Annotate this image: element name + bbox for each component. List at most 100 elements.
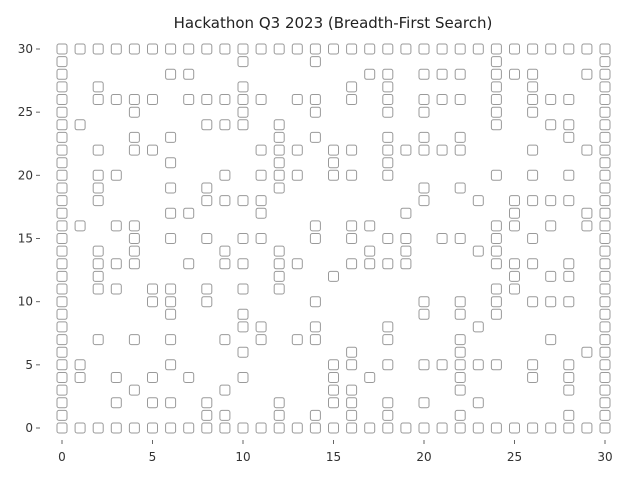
maze-wall-cell <box>309 43 321 55</box>
maze-wall-cell <box>527 258 539 270</box>
maze-wall-cell <box>346 169 358 181</box>
maze-wall-cell <box>255 144 267 156</box>
y-tick-label: 20 <box>18 168 33 182</box>
maze-wall-cell <box>110 283 122 295</box>
maze-wall-cell <box>454 131 466 143</box>
maze-wall-cell <box>382 359 394 371</box>
maze-wall-cell <box>56 68 68 80</box>
maze-wall-cell <box>147 422 158 434</box>
maze-wall-cell <box>128 144 140 156</box>
maze-wall-cell <box>165 334 177 346</box>
maze-wall-cell <box>382 144 394 156</box>
maze-wall-cell <box>56 258 68 270</box>
maze-wall-cell <box>364 220 376 232</box>
maze-wall-cell <box>273 245 285 257</box>
maze-wall-cell <box>563 409 575 421</box>
maze-wall-cell <box>56 296 68 308</box>
maze-wall-cell <box>418 43 430 55</box>
maze-wall-cell <box>418 359 430 371</box>
maze-wall-cell <box>128 334 140 346</box>
maze-wall-cell <box>382 321 394 333</box>
maze-wall-cell <box>599 422 611 434</box>
maze-wall-cell <box>418 144 430 156</box>
maze-wall-cell <box>472 397 484 409</box>
maze-wall-cell <box>128 384 140 396</box>
x-tick-label: 20 <box>416 450 431 464</box>
maze-wall-cell <box>56 220 68 232</box>
maze-wall-cell <box>545 43 557 55</box>
maze-wall-cell <box>346 144 358 156</box>
maze-wall-cell <box>165 207 177 219</box>
maze-wall-cell <box>454 409 466 421</box>
maze-wall-cell <box>527 94 539 105</box>
maze-wall-cell <box>92 283 104 295</box>
maze-wall-cell <box>165 131 177 143</box>
maze-wall-cell <box>527 144 539 156</box>
maze-wall-cell <box>237 346 249 358</box>
maze-wall-cell <box>128 245 140 257</box>
maze-wall-cell <box>490 258 502 270</box>
maze-wall-cell <box>291 43 303 55</box>
maze-wall-cell <box>490 43 502 55</box>
maze-wall-cell <box>563 372 575 383</box>
maze-wall-cell <box>56 182 68 194</box>
maze-wall-cell <box>56 81 68 93</box>
maze-wall-cell <box>128 106 140 118</box>
maze-wall-cell <box>364 68 376 80</box>
maze-wall-cell <box>599 81 611 93</box>
maze-wall-cell <box>454 43 466 55</box>
maze-wall-cell <box>472 321 484 333</box>
maze-wall-cell <box>74 220 86 232</box>
maze-wall-cell <box>291 422 303 434</box>
maze-wall-cell <box>346 422 358 434</box>
maze-wall-cell <box>273 131 285 143</box>
maze-wall-cell <box>418 94 430 105</box>
maze-wall-cell <box>599 207 611 219</box>
maze-wall-cell <box>454 233 466 244</box>
x-tick-label: 0 <box>58 450 66 464</box>
maze-wall-cell <box>237 106 249 118</box>
maze-wall-cell <box>201 182 213 194</box>
maze-wall-cell <box>599 233 611 244</box>
maze-wall-cell <box>183 207 195 219</box>
maze-wall-cell <box>147 372 158 383</box>
maze-wall-cell <box>382 409 394 421</box>
maze-wall-cell <box>599 296 611 308</box>
maze-wall-cell <box>56 157 68 169</box>
maze-wall-cell <box>599 220 611 232</box>
maze-wall-cell <box>219 169 231 181</box>
maze-wall-cell <box>509 220 520 232</box>
maze-wall-cell <box>490 68 502 80</box>
maze-wall-cell <box>273 169 285 181</box>
maze-wall-cell <box>436 94 448 105</box>
maze-wall-cell <box>563 119 575 131</box>
maze-wall-cell <box>74 422 86 434</box>
maze-wall-cell <box>527 359 539 371</box>
maze-wall-cell <box>418 131 430 143</box>
maze-wall-cell <box>273 283 285 295</box>
maze-wall-cell <box>599 283 611 295</box>
maze-wall-cell <box>56 233 68 244</box>
maze-wall-cell <box>563 94 575 105</box>
maze-wall-cell <box>237 56 249 68</box>
maze-wall-cell <box>255 195 267 207</box>
maze-wall-cell <box>509 422 520 434</box>
maze-wall-cell <box>255 334 267 346</box>
maze-wall-cell <box>599 182 611 194</box>
maze-wall-cell <box>309 296 321 308</box>
maze-wall-cell <box>110 372 122 383</box>
maze-wall-cell <box>418 397 430 409</box>
maze-wall-cell <box>309 131 321 143</box>
maze-wall-cell <box>165 43 177 55</box>
maze-wall-cell <box>563 195 575 207</box>
maze-wall-cell <box>92 422 104 434</box>
maze-wall-cell <box>545 220 557 232</box>
maze-wall-cell <box>219 258 231 270</box>
maze-wall-cell <box>490 94 502 105</box>
maze-wall-cell <box>110 397 122 409</box>
maze-wall-cell <box>255 43 267 55</box>
maze-wall-cell <box>472 422 484 434</box>
maze-wall-cell <box>92 43 104 55</box>
maze-wall-cell <box>328 144 339 156</box>
maze-wall-cell <box>110 220 122 232</box>
